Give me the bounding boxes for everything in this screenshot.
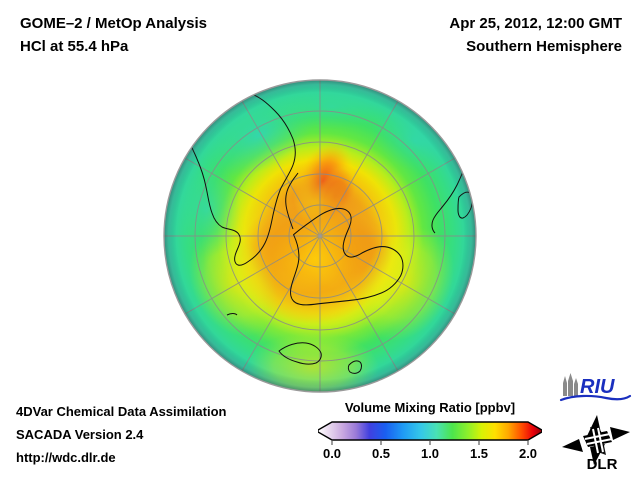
- colorbar-tick-label: 2.0: [518, 446, 538, 461]
- dlr-wordmark: DLR: [587, 456, 618, 473]
- header-left: GOME–2 / MetOp Analysis HCl at 55.4 hPa: [20, 12, 207, 58]
- dlr-logo: DLR: [562, 415, 630, 473]
- riu-logo: RIU: [559, 373, 632, 402]
- globe-svg: [163, 79, 477, 393]
- south-pole-marker: [318, 234, 322, 238]
- colorbar-tick-label: 1.0: [420, 446, 440, 461]
- colorbar-ticks: [331, 440, 529, 445]
- datetime-label: Apr 25, 2012, 12:00 GMT: [449, 15, 622, 32]
- globe-rim: [163, 79, 477, 393]
- riu-wordmark: RIU: [580, 376, 615, 398]
- instrument-title: GOME–2 / MetOp Analysis: [20, 15, 207, 32]
- hemisphere-label: Southern Hemisphere: [466, 38, 622, 55]
- colorbar-title: Volume Mixing Ratio [ppbv]: [344, 400, 516, 415]
- globe-field: [164, 80, 476, 392]
- header-right: Apr 25, 2012, 12:00 GMT Southern Hemisph…: [449, 12, 622, 58]
- colorbar-tick-label: 0.0: [322, 446, 342, 461]
- website-url[interactable]: http://wdc.dlr.de: [16, 450, 116, 465]
- colorbar-tick-labels: 0.0 0.5 1.0 1.5 2.0: [318, 446, 542, 464]
- colorbar-ramp: [318, 421, 542, 441]
- method-label: 4DVar Chemical Data Assimilation: [16, 404, 227, 419]
- colorbar: Volume Mixing Ratio [ppbv] 0.0 0.5 1.0 1.5 2…: [318, 400, 542, 464]
- riu-swoosh-icon: [559, 394, 632, 402]
- species-level-title: HCl at 55.4 hPa: [20, 38, 129, 55]
- footer-text-block: 4DVar Chemical Data Assimilation SACADA …: [16, 400, 227, 469]
- polar-globe-map: [163, 79, 477, 393]
- colorbar-svg: [318, 421, 542, 445]
- dlr-pinwheel-cuts: [584, 427, 613, 454]
- colorbar-tick-label: 1.5: [469, 446, 489, 461]
- version-label: SACADA Version 2.4: [16, 427, 144, 442]
- riu-tower-icon: [563, 373, 578, 396]
- colorbar-tick-label: 0.5: [371, 446, 391, 461]
